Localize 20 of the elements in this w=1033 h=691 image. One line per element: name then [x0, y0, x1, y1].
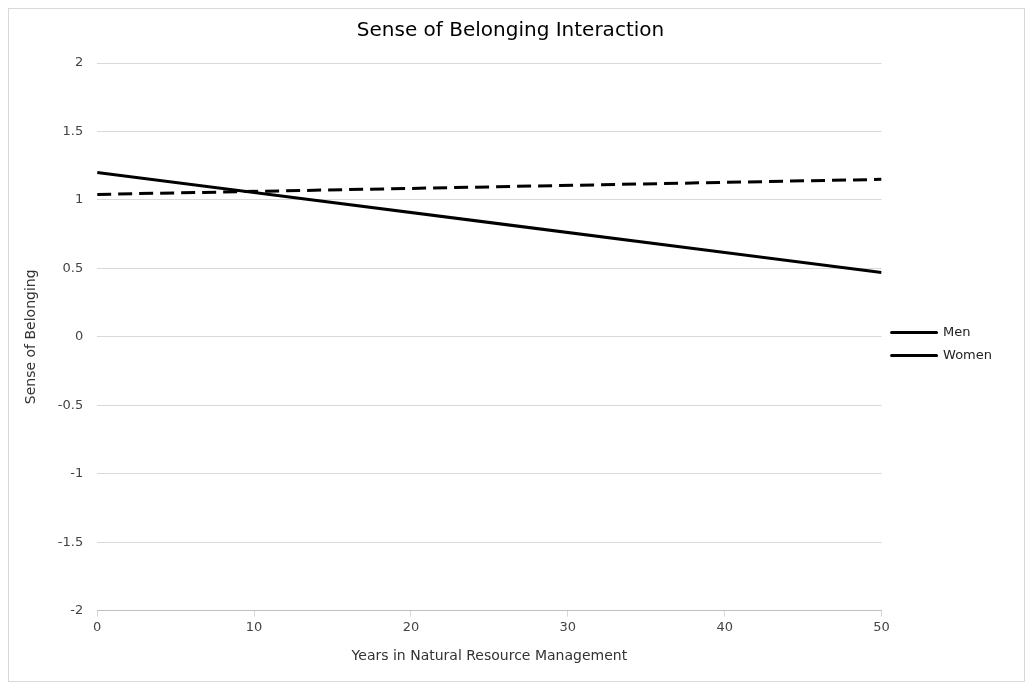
- y-tick-label: -2: [70, 601, 84, 617]
- y-tick-label: -0.5: [57, 396, 84, 412]
- legend-label: Men: [943, 323, 971, 339]
- y-tick-label: -1: [70, 465, 84, 481]
- y-tick-label: 1: [74, 191, 84, 207]
- x-tick-label: 40: [716, 618, 733, 634]
- y-tick-label: 0.5: [62, 259, 84, 275]
- legend-label: Women: [943, 346, 993, 362]
- x-tick-label: 50: [873, 618, 890, 634]
- y-axis-title: Sense of Belonging: [22, 269, 39, 405]
- x-tick-label: 20: [402, 618, 420, 634]
- y-tick-label: 0: [74, 328, 84, 344]
- y-tick-label: 1.5: [62, 122, 84, 138]
- x-tick-label: 10: [245, 618, 263, 634]
- y-tick-label: 2: [74, 54, 84, 70]
- chart-title: Sense of Belonging Interaction: [356, 17, 665, 42]
- x-axis-title: Years in Natural Resource Management: [350, 647, 628, 664]
- y-tick-label: -1.5: [57, 533, 84, 549]
- x-tick-label: 30: [559, 618, 577, 634]
- x-tick-label: 0: [93, 618, 102, 634]
